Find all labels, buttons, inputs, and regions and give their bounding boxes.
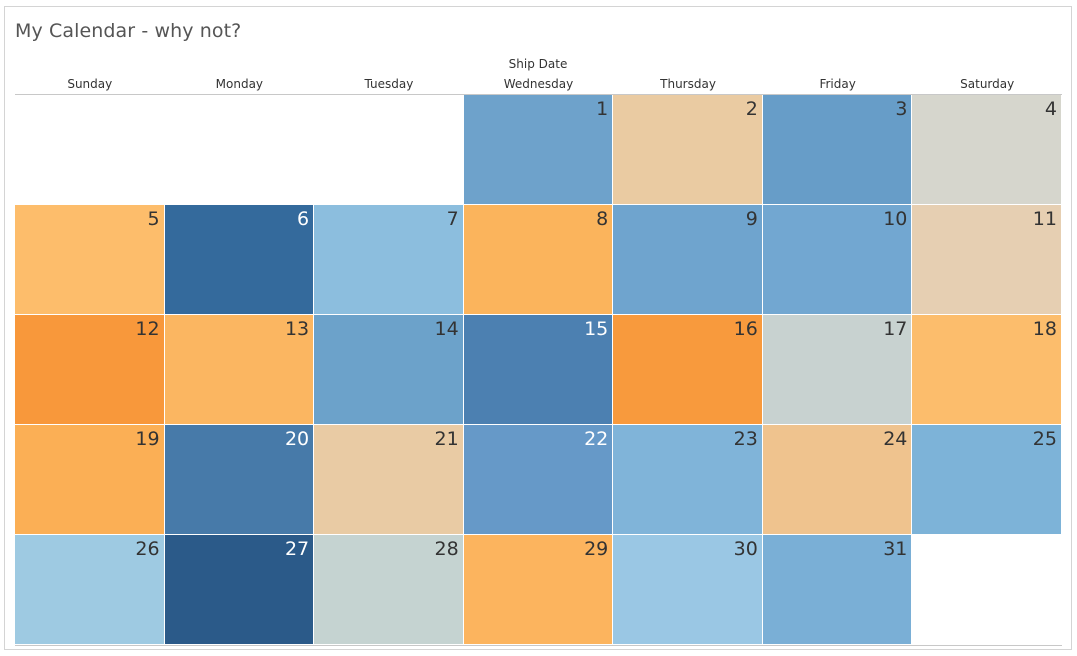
day-number: 25 [1032, 428, 1057, 450]
weekday-header-thursday: Thursday [660, 77, 716, 91]
column-field-label: Ship Date [508, 57, 568, 71]
day-number: 20 [284, 428, 310, 450]
calendar-day-cell[interactable]: 9 [613, 205, 762, 314]
calendar-day-cell[interactable]: 17 [762, 315, 912, 424]
day-number: 15 [584, 318, 609, 340]
calendar-day-cell[interactable]: 29 [463, 535, 613, 644]
calendar-day-cell[interactable]: 26 [15, 535, 164, 644]
calendar-day-cell[interactable]: 11 [912, 205, 1061, 314]
calendar-day-cell[interactable]: 5 [15, 205, 164, 314]
calendar-day-cell[interactable]: 28 [314, 535, 463, 644]
calendar-day-cell[interactable]: 27 [164, 535, 314, 644]
weekday-header-sunday: Sunday [67, 77, 113, 91]
day-number: 28 [434, 538, 459, 560]
day-number: 9 [745, 208, 758, 230]
calendar-day-cell[interactable]: 13 [164, 315, 314, 424]
calendar-day-cell[interactable]: 2 [613, 95, 762, 204]
day-number: 1 [596, 98, 609, 120]
day-number: 2 [745, 98, 758, 120]
day-number: 27 [284, 538, 310, 560]
day-number: 11 [1032, 208, 1057, 230]
day-number: 30 [733, 538, 758, 560]
calendar-day-cell[interactable]: 12 [15, 315, 164, 424]
calendar-day-cell[interactable]: 16 [613, 315, 762, 424]
weekday-header-wednesday: Wednesday [503, 77, 574, 91]
calendar-day-cell[interactable]: 3 [762, 95, 912, 204]
day-number: 7 [446, 208, 459, 230]
weekday-header-row: Sunday Monday Tuesday Wednesday Thursday Frid… [15, 77, 1062, 93]
day-number: 16 [733, 318, 758, 340]
calendar-day-cell[interactable]: 18 [912, 315, 1061, 424]
day-number: 14 [434, 318, 459, 340]
day-number: 26 [135, 538, 160, 560]
day-number: 10 [883, 208, 908, 230]
calendar-day-cell[interactable]: 10 [762, 205, 912, 314]
day-number: 4 [1044, 98, 1057, 120]
weekday-header-saturday: Saturday [960, 77, 1015, 91]
calendar-day-cell[interactable]: 7 [314, 205, 463, 314]
weekday-header-monday: Monday [215, 77, 264, 91]
day-number: 21 [434, 428, 459, 450]
day-number: 22 [584, 428, 609, 450]
calendar-day-cell[interactable]: 24 [762, 425, 912, 534]
calendar-day-cell[interactable]: 6 [164, 205, 314, 314]
calendar-day-cell[interactable]: 25 [912, 425, 1061, 534]
day-number: 24 [883, 428, 908, 450]
calendar-day-cell[interactable]: 4 [912, 95, 1061, 204]
calendar-grid: 1 2 3 4 5 6 7 8 9 10 11 12 13 14 15 16 17 18 19 20 21 22 23 24 2… [15, 95, 1062, 645]
bottom-divider [15, 645, 1062, 646]
calendar-day-cell[interactable]: 20 [164, 425, 314, 534]
day-number: 29 [584, 538, 609, 560]
calendar-day-cell[interactable]: 21 [314, 425, 463, 534]
calendar-day-cell[interactable]: 22 [463, 425, 613, 534]
day-number: 5 [147, 208, 160, 230]
calendar-day-cell[interactable]: 30 [613, 535, 762, 644]
calendar-day-cell[interactable]: 31 [762, 535, 912, 644]
calendar-day-cell[interactable]: 19 [15, 425, 164, 534]
day-number: 13 [284, 318, 310, 340]
calendar-day-cell[interactable]: 23 [613, 425, 762, 534]
day-number: 3 [895, 98, 908, 120]
day-number: 18 [1032, 318, 1057, 340]
calendar-day-cell[interactable]: 8 [463, 205, 613, 314]
calendar-day-cell[interactable]: 14 [314, 315, 463, 424]
day-number: 31 [883, 538, 908, 560]
day-number: 6 [297, 208, 310, 230]
weekday-header-tuesday: Tuesday [364, 77, 414, 91]
weekday-header-friday: Friday [819, 77, 856, 91]
day-number: 23 [733, 428, 758, 450]
calendar-day-cell[interactable]: 1 [463, 95, 613, 204]
page-title: My Calendar - why not? [15, 20, 242, 42]
day-number: 12 [135, 318, 160, 340]
day-number: 8 [596, 208, 609, 230]
day-number: 19 [135, 428, 160, 450]
calendar-day-cell[interactable]: 15 [463, 315, 613, 424]
day-number: 17 [883, 318, 908, 340]
header-divider [15, 94, 1062, 95]
